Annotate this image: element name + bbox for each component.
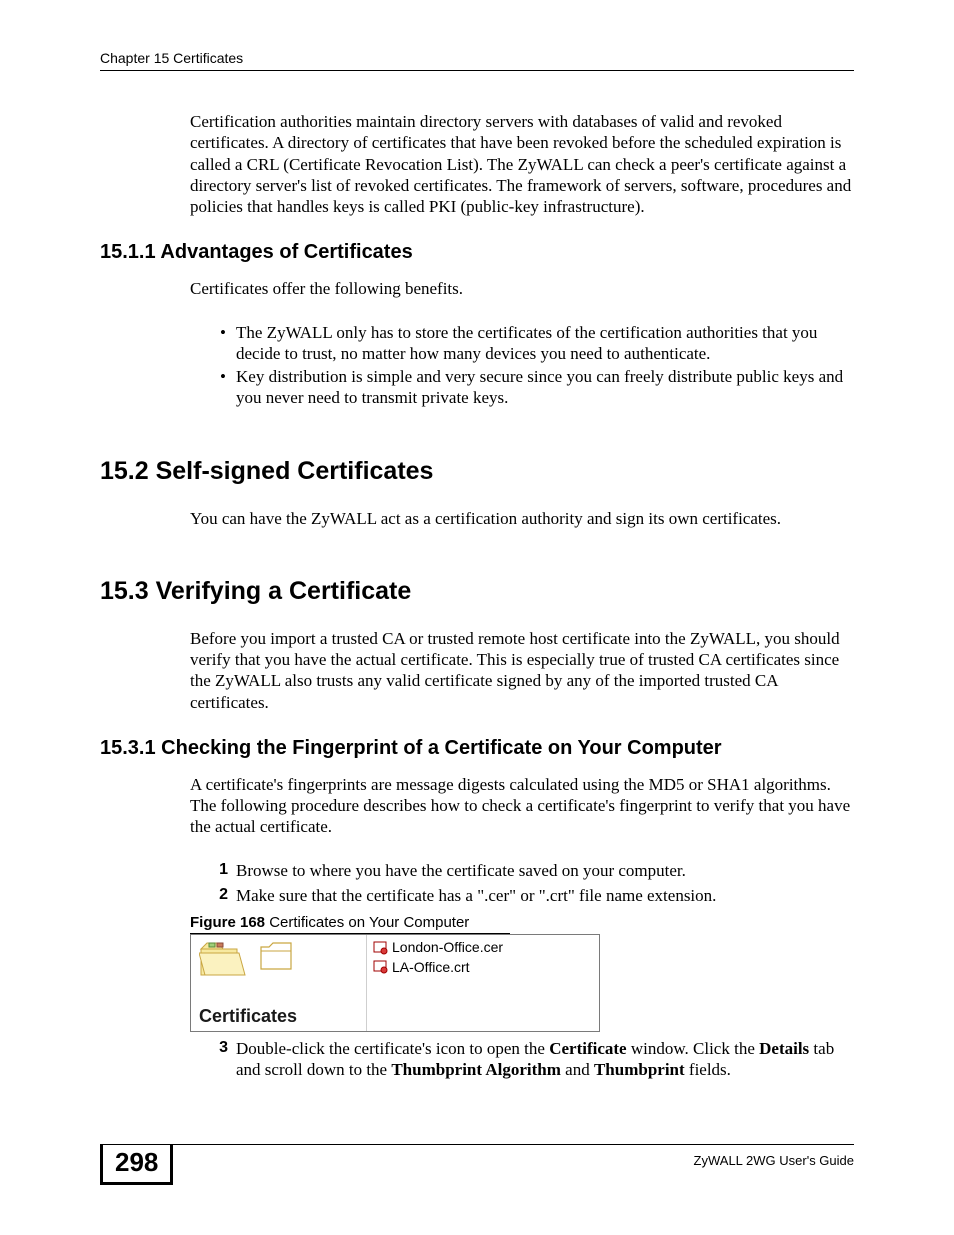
list-item: Key distribution is simple and very secu…: [220, 366, 854, 409]
figure-caption: Figure 168 Certificates on Your Computer: [190, 914, 510, 934]
folder-open-icon: [199, 941, 247, 984]
step-number: 2: [208, 885, 228, 905]
file-row: LA-Office.crt: [373, 958, 595, 978]
folder-panel-title: Certificates: [199, 1006, 358, 1027]
bold-thumbprint-algorithm: Thumbprint Algorithm: [391, 1060, 561, 1079]
bold-details: Details: [759, 1039, 809, 1058]
text-run: window. Click the: [627, 1039, 760, 1058]
bold-thumbprint: Thumbprint: [594, 1060, 685, 1079]
footer-guide-title: ZyWALL 2WG User's Guide: [694, 1147, 854, 1168]
folder-panel: Certificates: [191, 935, 366, 1031]
step-text: Browse to where you have the certificate…: [236, 861, 686, 880]
figure-inner: Certificates London-Office.cer: [191, 935, 599, 1031]
step-text: Double-click the certificate's icon to o…: [236, 1039, 834, 1079]
figure-label: Figure 168: [190, 914, 265, 931]
intro-paragraph: Certification authorities maintain direc…: [190, 111, 854, 217]
list-item: The ZyWALL only has to store the certifi…: [220, 322, 854, 365]
heading-15-2: 15.2 Self-signed Certificates: [100, 457, 854, 486]
page-footer: 298 ZyWALL 2WG User's Guide: [100, 1144, 854, 1185]
bold-certificate: Certificate: [549, 1039, 626, 1058]
bullet-text: The ZyWALL only has to store the certifi…: [236, 323, 817, 363]
s152-paragraph: You can have the ZyWALL act as a certifi…: [190, 508, 854, 529]
folder-closed-icon: [259, 941, 293, 976]
certificate-icon: [373, 941, 389, 955]
file-name: London-Office.cer: [392, 938, 503, 958]
step-text: Make sure that the certificate has a ".c…: [236, 886, 716, 905]
heading-15-1-1: 15.1.1 Advantages of Certificates: [100, 241, 854, 264]
page-number: 298: [100, 1145, 173, 1185]
step-item: 3 Double-click the certificate's icon to…: [208, 1038, 854, 1081]
folder-icon-row: [199, 941, 358, 984]
text-run: Double-click the certificate's icon to o…: [236, 1039, 549, 1058]
s153-paragraph: Before you import a trusted CA or truste…: [190, 628, 854, 713]
file-row: London-Office.cer: [373, 938, 595, 958]
page: Chapter 15 Certificates Certification au…: [0, 0, 954, 1235]
s1511-lead: Certificates offer the following benefit…: [190, 278, 854, 299]
steps-list-cont: 3 Double-click the certificate's icon to…: [208, 1038, 854, 1081]
steps-list: 1 Browse to where you have the certificat…: [208, 860, 854, 907]
text-run: fields.: [685, 1060, 731, 1079]
file-list: London-Office.cer LA-Office.crt: [366, 935, 599, 1031]
figure-168: Certificates London-Office.cer: [190, 934, 600, 1032]
step-number: 1: [208, 860, 228, 880]
s1511-bullets: The ZyWALL only has to store the certifi…: [220, 322, 854, 409]
text-run: and: [561, 1060, 594, 1079]
heading-15-3: 15.3 Verifying a Certificate: [100, 577, 854, 606]
s1531-paragraph: A certificate's fingerprints are message…: [190, 774, 854, 838]
running-header: Chapter 15 Certificates: [100, 50, 854, 71]
step-item: 1 Browse to where you have the certificat…: [208, 860, 854, 881]
step-number: 3: [208, 1038, 228, 1058]
file-name: LA-Office.crt: [392, 958, 470, 978]
bullet-text: Key distribution is simple and very secu…: [236, 367, 843, 407]
heading-15-3-1: 15.3.1 Checking the Fingerprint of a Cer…: [100, 737, 854, 760]
figure-title: Certificates on Your Computer: [265, 914, 469, 931]
step-item: 2 Make sure that the certificate has a ".…: [208, 885, 854, 906]
certificate-icon: [373, 960, 389, 974]
